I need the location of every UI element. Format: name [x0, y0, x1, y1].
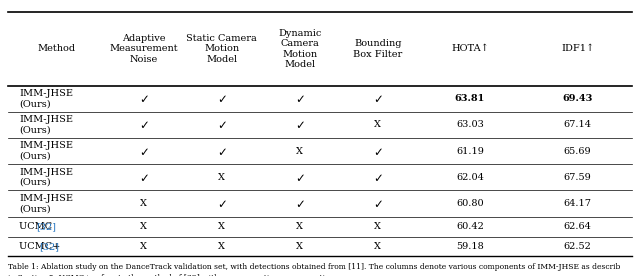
Text: X: X — [296, 147, 303, 156]
Text: $\checkmark$: $\checkmark$ — [373, 171, 383, 184]
Text: in Section 5. UCMC+ refers to the method of [32] with camera motion compensation: in Section 5. UCMC+ refers to the method… — [8, 274, 337, 276]
Text: X: X — [374, 242, 381, 251]
Text: HOTA↑: HOTA↑ — [451, 44, 489, 54]
Text: [32]: [32] — [39, 242, 60, 251]
Text: 60.80: 60.80 — [456, 199, 484, 208]
Text: X: X — [374, 120, 381, 129]
Text: X: X — [296, 242, 303, 251]
Text: $\checkmark$: $\checkmark$ — [373, 145, 383, 158]
Text: Method: Method — [37, 44, 75, 54]
Text: IMM-JHSE
(Ours): IMM-JHSE (Ours) — [19, 89, 74, 108]
Text: IMM-JHSE
(Ours): IMM-JHSE (Ours) — [19, 115, 74, 135]
Text: 69.43: 69.43 — [563, 94, 593, 103]
Text: 64.17: 64.17 — [564, 199, 591, 208]
Text: Adaptive
Measurement
Noise: Adaptive Measurement Noise — [109, 34, 178, 64]
Text: $\checkmark$: $\checkmark$ — [295, 171, 305, 184]
Text: 61.19: 61.19 — [456, 147, 484, 156]
Text: 59.18: 59.18 — [456, 242, 484, 251]
Text: X: X — [218, 242, 225, 251]
Text: $\checkmark$: $\checkmark$ — [139, 171, 148, 184]
Text: $\checkmark$: $\checkmark$ — [139, 118, 148, 131]
Text: 63.03: 63.03 — [456, 120, 484, 129]
Text: $\checkmark$: $\checkmark$ — [295, 118, 305, 131]
Text: IMM-JHSE
(Ours): IMM-JHSE (Ours) — [19, 194, 74, 213]
Text: 62.64: 62.64 — [564, 222, 591, 231]
Text: 62.04: 62.04 — [456, 173, 484, 182]
Text: UCMC: UCMC — [19, 222, 56, 231]
Text: Static Camera
Motion
Model: Static Camera Motion Model — [186, 34, 257, 64]
Text: X: X — [140, 242, 147, 251]
Text: $\checkmark$: $\checkmark$ — [217, 118, 227, 131]
Text: 65.69: 65.69 — [564, 147, 591, 156]
Text: $\checkmark$: $\checkmark$ — [217, 197, 227, 210]
Text: 67.14: 67.14 — [564, 120, 591, 129]
Text: Bounding
Box Filter: Bounding Box Filter — [353, 39, 403, 59]
Text: X: X — [218, 222, 225, 231]
Text: [32]: [32] — [36, 222, 56, 231]
Text: IDF1↑: IDF1↑ — [561, 44, 594, 54]
Text: $\checkmark$: $\checkmark$ — [139, 145, 148, 158]
Text: $\checkmark$: $\checkmark$ — [217, 145, 227, 158]
Text: X: X — [374, 222, 381, 231]
Text: X: X — [140, 222, 147, 231]
Text: Table 1: Ablation study on the DanceTrack validation set, with detections obtain: Table 1: Ablation study on the DanceTrac… — [8, 263, 620, 271]
Text: $\checkmark$: $\checkmark$ — [295, 92, 305, 105]
Text: X: X — [140, 199, 147, 208]
Text: $\checkmark$: $\checkmark$ — [295, 197, 305, 210]
Text: IMM-JHSE
(Ours): IMM-JHSE (Ours) — [19, 168, 74, 187]
Text: IMM-JHSE
(Ours): IMM-JHSE (Ours) — [19, 141, 74, 161]
Text: $\checkmark$: $\checkmark$ — [139, 92, 148, 105]
Text: X: X — [218, 173, 225, 182]
Text: 67.59: 67.59 — [564, 173, 591, 182]
Text: Dynamic
Camera
Motion
Model: Dynamic Camera Motion Model — [278, 29, 321, 69]
Text: 62.52: 62.52 — [564, 242, 591, 251]
Text: $\checkmark$: $\checkmark$ — [373, 92, 383, 105]
Text: $\checkmark$: $\checkmark$ — [217, 92, 227, 105]
Text: $\checkmark$: $\checkmark$ — [373, 197, 383, 210]
Text: 60.42: 60.42 — [456, 222, 484, 231]
Text: X: X — [296, 222, 303, 231]
Text: UCMC+: UCMC+ — [19, 242, 64, 251]
Text: 63.81: 63.81 — [455, 94, 485, 103]
